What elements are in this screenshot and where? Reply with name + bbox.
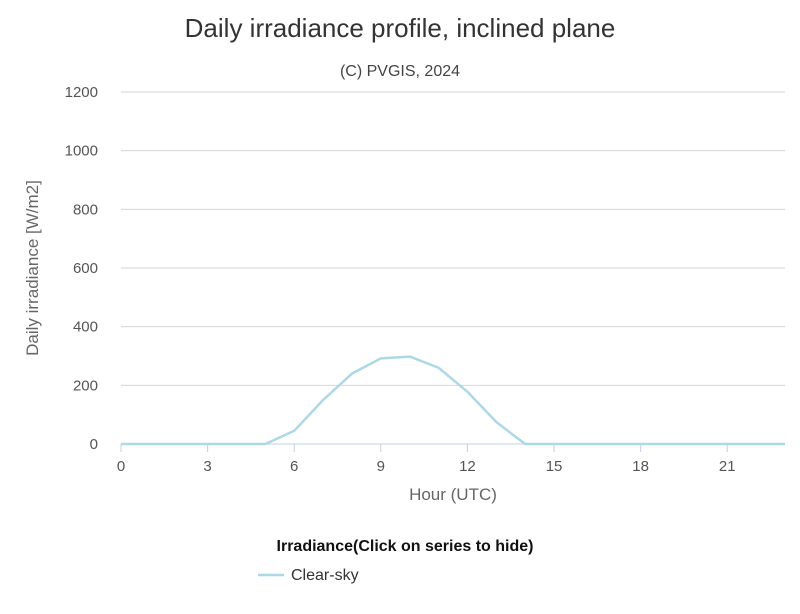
y-tick-label: 0 xyxy=(90,436,98,453)
y-tick-label: 200 xyxy=(73,377,98,394)
x-tick-label: 6 xyxy=(290,458,298,475)
series-layer xyxy=(119,354,788,446)
legend-items: Clear-sky xyxy=(258,567,359,584)
x-tick-label: 18 xyxy=(632,458,649,475)
x-tick-label: 15 xyxy=(546,458,563,475)
x-tick-label: 9 xyxy=(377,458,385,475)
y-tick-label: 400 xyxy=(73,319,98,336)
chart-title: Daily irradiance profile, inclined plane xyxy=(185,13,616,43)
y-tick-label: 1200 xyxy=(65,84,98,101)
x-tick-label: 12 xyxy=(459,458,476,475)
y-tick-labels: 0 200 400 600 800 1000 1200 xyxy=(65,84,98,453)
y-axis-title: Daily irradiance [W/m2] xyxy=(23,180,42,356)
x-axis-title: Hour (UTC) xyxy=(409,485,497,504)
x-tick-label: 0 xyxy=(117,458,125,475)
chart-subtitle: (C) PVGIS, 2024 xyxy=(340,63,460,80)
series-line[interactable] xyxy=(121,355,785,446)
x-axis: 0 3 6 9 12 15 18 21 xyxy=(117,443,785,475)
y-tick-label: 800 xyxy=(73,201,98,218)
y-tick-label: 600 xyxy=(73,260,98,277)
x-tick-label: 21 xyxy=(719,458,736,475)
y-gridlines xyxy=(121,91,785,386)
legend-title: Irradiance(Click on series to hide) xyxy=(277,538,534,555)
series-clear-sky[interactable] xyxy=(119,354,788,446)
legend: Irradiance(Click on series to hide) Clea… xyxy=(258,538,533,584)
legend-label[interactable]: Clear-sky xyxy=(291,567,359,584)
x-tick-label: 3 xyxy=(203,458,211,475)
legend-item[interactable]: Clear-sky xyxy=(258,567,359,584)
y-tick-label: 1000 xyxy=(65,143,98,160)
